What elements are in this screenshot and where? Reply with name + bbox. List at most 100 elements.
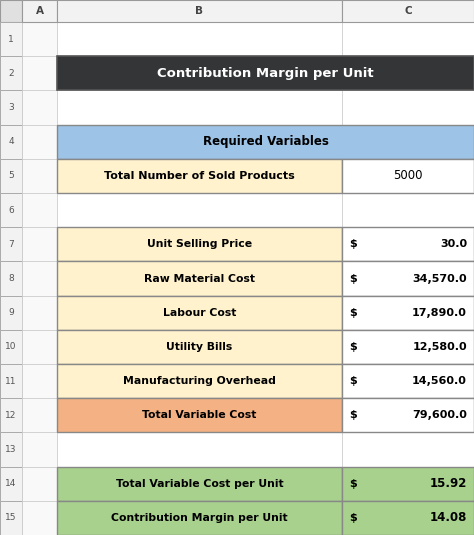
Bar bbox=[57, 193, 342, 227]
Bar bbox=[0, 159, 22, 193]
Bar bbox=[342, 193, 474, 227]
Text: $: $ bbox=[349, 513, 357, 523]
Bar bbox=[342, 330, 474, 364]
Text: 30.0: 30.0 bbox=[440, 239, 467, 249]
Bar bbox=[57, 227, 342, 262]
Bar bbox=[342, 22, 474, 56]
Text: 11: 11 bbox=[5, 377, 17, 386]
Bar bbox=[342, 501, 474, 535]
Text: 12: 12 bbox=[5, 411, 17, 420]
Bar bbox=[57, 330, 342, 364]
Text: Total Number of Sold Products: Total Number of Sold Products bbox=[104, 171, 295, 181]
Bar bbox=[342, 262, 474, 296]
Bar bbox=[342, 364, 474, 398]
Bar bbox=[57, 262, 342, 296]
Text: 15.92: 15.92 bbox=[429, 477, 467, 490]
Bar bbox=[342, 330, 474, 364]
Text: $: $ bbox=[349, 376, 357, 386]
Bar bbox=[0, 193, 22, 227]
Bar bbox=[0, 398, 22, 432]
Text: B: B bbox=[195, 6, 203, 16]
Bar bbox=[57, 125, 342, 159]
Bar bbox=[22, 90, 57, 125]
Text: Unit Selling Price: Unit Selling Price bbox=[147, 239, 252, 249]
Text: $: $ bbox=[349, 410, 357, 421]
Bar bbox=[22, 330, 57, 364]
Bar bbox=[22, 193, 57, 227]
Text: 79,600.0: 79,600.0 bbox=[412, 410, 467, 421]
Bar bbox=[342, 398, 474, 432]
Bar bbox=[22, 125, 57, 159]
Bar bbox=[57, 467, 342, 501]
Bar bbox=[57, 159, 342, 193]
Bar bbox=[57, 330, 342, 364]
Bar bbox=[57, 56, 474, 90]
Bar bbox=[342, 125, 474, 159]
Bar bbox=[0, 22, 22, 56]
Bar bbox=[22, 296, 57, 330]
Text: Raw Material Cost: Raw Material Cost bbox=[144, 273, 255, 284]
Bar bbox=[57, 501, 342, 535]
Bar bbox=[57, 467, 342, 501]
Bar bbox=[22, 501, 57, 535]
Text: $: $ bbox=[349, 273, 357, 284]
Text: 4: 4 bbox=[8, 137, 14, 146]
Text: $: $ bbox=[349, 239, 357, 249]
Bar bbox=[0, 227, 22, 262]
Text: 2: 2 bbox=[8, 69, 14, 78]
Bar bbox=[342, 0, 474, 22]
Bar bbox=[342, 364, 474, 398]
Bar bbox=[57, 296, 342, 330]
Text: Required Variables: Required Variables bbox=[202, 135, 328, 148]
Text: 5000: 5000 bbox=[393, 170, 423, 182]
Text: 10: 10 bbox=[5, 342, 17, 351]
Bar bbox=[0, 501, 22, 535]
Bar bbox=[0, 296, 22, 330]
Text: Manufacturing Overhead: Manufacturing Overhead bbox=[123, 376, 276, 386]
Bar bbox=[57, 227, 342, 262]
Text: 8: 8 bbox=[8, 274, 14, 283]
Bar bbox=[0, 262, 22, 296]
Bar bbox=[22, 262, 57, 296]
Bar bbox=[57, 56, 342, 90]
Bar bbox=[57, 22, 342, 56]
Bar bbox=[0, 90, 22, 125]
Bar bbox=[342, 296, 474, 330]
Bar bbox=[57, 125, 474, 159]
Text: 6: 6 bbox=[8, 205, 14, 215]
Bar bbox=[57, 364, 342, 398]
Text: $: $ bbox=[349, 479, 357, 488]
Bar bbox=[57, 432, 342, 467]
Text: Utility Bills: Utility Bills bbox=[166, 342, 233, 352]
Bar bbox=[0, 330, 22, 364]
Text: Total Variable Cost per Unit: Total Variable Cost per Unit bbox=[116, 479, 283, 488]
Bar bbox=[57, 262, 342, 296]
Text: Labour Cost: Labour Cost bbox=[163, 308, 236, 318]
Bar bbox=[57, 0, 342, 22]
Bar bbox=[57, 398, 342, 432]
Text: Contribution Margin per Unit: Contribution Margin per Unit bbox=[157, 67, 374, 80]
Text: 14.08: 14.08 bbox=[429, 511, 467, 524]
Bar bbox=[57, 296, 342, 330]
Bar bbox=[342, 501, 474, 535]
Text: 14,560.0: 14,560.0 bbox=[412, 376, 467, 386]
Bar bbox=[22, 159, 57, 193]
Text: $: $ bbox=[349, 342, 357, 352]
Text: 34,570.0: 34,570.0 bbox=[412, 273, 467, 284]
Bar bbox=[342, 262, 474, 296]
Bar bbox=[57, 364, 342, 398]
Bar bbox=[57, 159, 342, 193]
Bar bbox=[342, 159, 474, 193]
Bar bbox=[0, 125, 22, 159]
Bar bbox=[342, 398, 474, 432]
Text: 5: 5 bbox=[8, 171, 14, 180]
Bar bbox=[22, 432, 57, 467]
Bar bbox=[57, 501, 342, 535]
Bar bbox=[0, 364, 22, 398]
Text: 9: 9 bbox=[8, 308, 14, 317]
Bar bbox=[342, 56, 474, 90]
Bar bbox=[22, 364, 57, 398]
Text: 15: 15 bbox=[5, 514, 17, 522]
Text: 17,890.0: 17,890.0 bbox=[412, 308, 467, 318]
Text: 1: 1 bbox=[8, 35, 14, 43]
